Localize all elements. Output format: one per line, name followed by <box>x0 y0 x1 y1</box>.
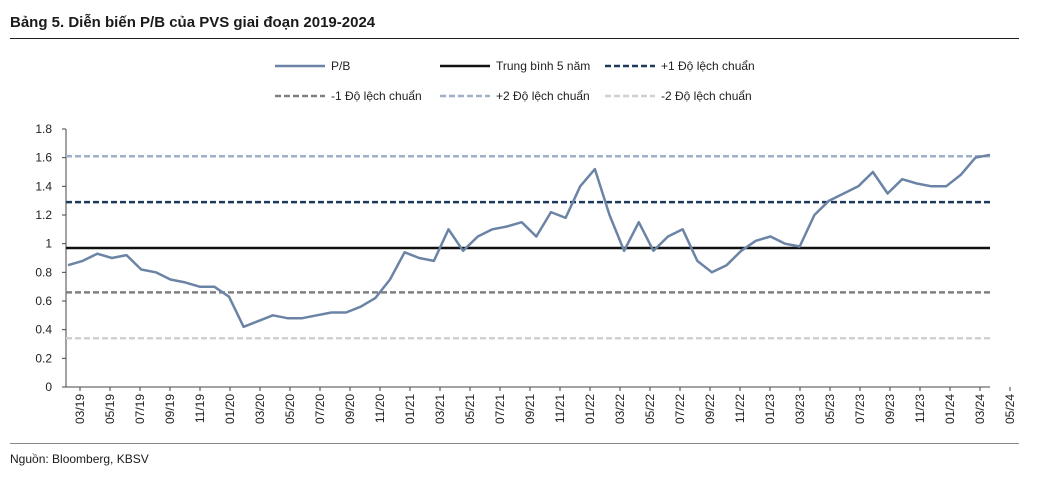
x-tick-label: 05/20 <box>283 394 297 424</box>
x-tick-label: 01/23 <box>763 394 777 424</box>
x-tick-label: 01/22 <box>583 394 597 424</box>
x-tick-label: 05/21 <box>463 394 477 424</box>
y-tick-label: 1.6 <box>35 151 52 165</box>
x-tick-label: 05/24 <box>1003 394 1017 424</box>
x-tick-label: 11/23 <box>913 394 927 423</box>
legend-label: -2 Độ lệch chuẩn <box>661 89 752 103</box>
x-tick-label: 11/20 <box>373 394 387 423</box>
x-tick-label: 03/22 <box>613 394 627 424</box>
x-tick-label: 01/24 <box>943 394 957 424</box>
reference-lines <box>66 154 990 340</box>
x-tick-label: 05/22 <box>643 394 657 424</box>
legend: P/B Trung bình 5 năm +1 Độ lệch chuẩn -1 Độ… <box>275 59 755 103</box>
y-tick-label: 0 <box>45 380 52 394</box>
y-tick-label: 0.6 <box>35 294 52 308</box>
chart-title: Bảng 5. Diễn biến P/B của PVS giai đoạn … <box>10 14 376 31</box>
legend-label: -1 Độ lệch chuẩn <box>331 89 422 103</box>
x-tick-label: 05/19 <box>103 394 117 424</box>
title-divider <box>10 38 1019 39</box>
legend-label: Trung bình 5 năm <box>496 59 590 73</box>
x-axis: 03/19 05/19 07/19 09/19 11/19 01/20 03/20 05/20… <box>66 386 1017 424</box>
pb-series-line <box>67 153 991 329</box>
series-lines <box>67 153 991 329</box>
legend-label: +2 Độ lệch chuẩn <box>496 89 590 103</box>
x-tick-label: 09/19 <box>163 394 177 424</box>
x-tick-label: 03/21 <box>433 394 447 424</box>
x-tick-label: 03/20 <box>253 394 267 424</box>
x-tick-label: 07/23 <box>853 394 867 424</box>
y-tick-label: 0.2 <box>35 351 52 365</box>
x-tick-label: 07/20 <box>313 394 327 424</box>
y-tick-label: 0.4 <box>35 323 52 337</box>
x-tick-label: 11/21 <box>553 394 567 423</box>
x-tick-label: 03/23 <box>793 394 807 424</box>
legend-label: +1 Độ lệch chuẩn <box>661 59 755 73</box>
x-tick-label: 07/21 <box>493 394 507 424</box>
x-tick-label: 07/19 <box>133 394 147 424</box>
y-tick-label: 1 <box>45 237 52 251</box>
x-tick-label: 03/19 <box>73 394 87 424</box>
source-note: Nguồn: Bloomberg, KBSV <box>10 452 149 466</box>
x-tick-label: 09/21 <box>523 394 537 424</box>
y-tick-label: 0.8 <box>35 265 52 279</box>
x-tick-label: 11/22 <box>733 394 747 423</box>
x-tick-label: 09/23 <box>883 394 897 424</box>
y-tick-label: 1.4 <box>35 179 52 193</box>
y-tick-label: 1.8 <box>35 122 52 136</box>
x-tick-label: 09/20 <box>343 394 357 424</box>
source-divider <box>10 443 1019 444</box>
x-tick-label: 01/20 <box>223 394 237 424</box>
x-tick-label: 05/23 <box>823 394 837 424</box>
x-tick-label: 07/22 <box>673 394 687 424</box>
x-tick-label: 01/21 <box>403 394 417 424</box>
y-tick-label: 1.2 <box>35 208 52 222</box>
legend-label: P/B <box>331 59 350 73</box>
y-axis: 0 0.2 0.4 0.6 0.8 1 1.2 1.4 1.6 1.8 <box>35 122 67 394</box>
x-tick-label: 11/19 <box>193 394 207 423</box>
x-tick-label: 03/24 <box>973 394 987 424</box>
x-tick-label: 09/22 <box>703 394 717 424</box>
